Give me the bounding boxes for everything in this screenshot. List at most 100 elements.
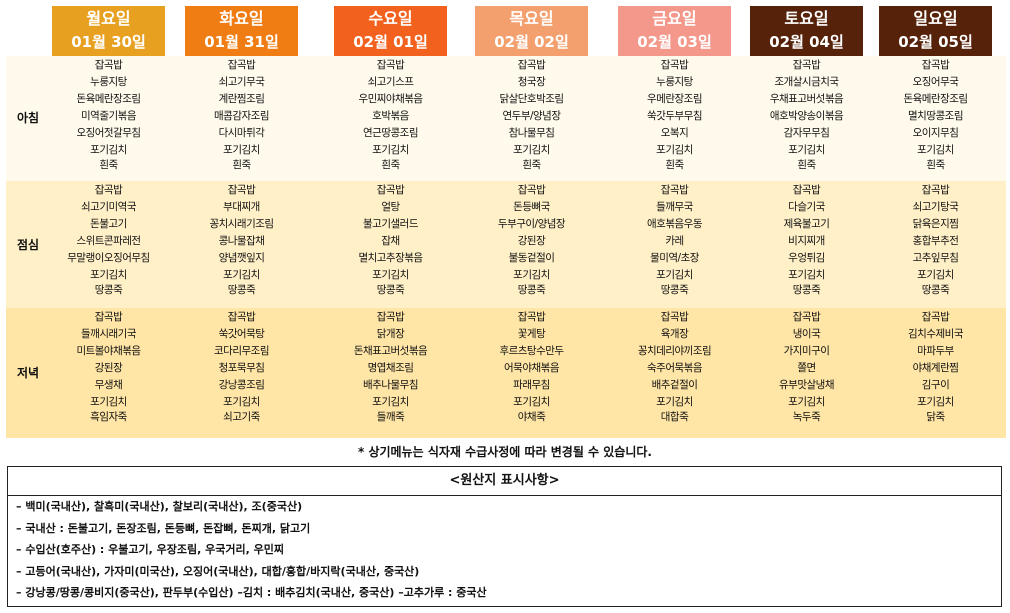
menu-item: 오복지 (660, 127, 689, 139)
menu-item: 돈육메란장조림 (903, 93, 968, 105)
menu-item: 애호박양송이볶음 (769, 110, 844, 122)
menu-item: 잡곡밥 (376, 184, 405, 196)
menu-item: 매콤감자조림 (214, 110, 269, 122)
day-date: 01월 30일 (71, 33, 146, 51)
day-name: 수요일 (368, 9, 413, 28)
menu-item: 흰죽 (381, 159, 400, 171)
menu-item: 누룽지탕 (656, 76, 693, 88)
menu-item: 오이지무침 (912, 127, 959, 139)
menu-item: 유부맛살냉채 (779, 379, 834, 391)
menu-item: 야채죽 (517, 411, 546, 423)
dinner-band (6, 308, 1006, 438)
menu-item: 땅콩죽 (792, 284, 821, 296)
menu-item: 흑임자죽 (90, 411, 127, 423)
menu-item: 포기김치 (656, 269, 693, 281)
menu-item: 들깨죽 (376, 411, 405, 423)
menu-item: 땅콩죽 (94, 284, 123, 296)
menu-item: 제육불고기 (783, 218, 830, 230)
day-name: 일요일 (913, 9, 958, 28)
menu-item: 애호볶음우동 (647, 218, 702, 230)
menu-item: 얼탕 (381, 201, 400, 213)
menu-item: 연근땅콩조림 (363, 127, 418, 139)
menu-item: 홍합부추전 (912, 235, 959, 247)
menu-dinner-thu: 잡곡밥 꽃게탕 후르츠탕수만두 어묵야채볶음 파래무침 포기김치 야채죽 (475, 309, 588, 424)
menu-breakfast-mon: 잡곡밥 누룽지탕 돈육메란장조림 미역줄기볶음 오징어젓갈무침 포기김치 흰죽 (52, 57, 165, 172)
menu-item: 돈육메란장조림 (76, 93, 141, 105)
menu-item: 냉이국 (792, 328, 821, 340)
day-header-sun: 일요일 02월 05일 (879, 6, 992, 56)
menu-breakfast-thu: 잡곡밥 청국장 닭살단호박조림 연두부/양념장 참나물무침 포기김치 흰죽 (475, 57, 588, 172)
menu-item: 쇠고기탕국 (912, 201, 959, 213)
menu-item: 포기김치 (223, 269, 260, 281)
day-header-mon: 월요일 01월 30일 (52, 6, 165, 56)
menu-item: 오징어무국 (912, 76, 959, 88)
menu-item: 잡곡밥 (660, 59, 689, 71)
menu-breakfast-sat: 잡곡밥 조개살시금치국 우채표고버섯볶음 애호박양송이볶음 감자무무침 포기김치 흰죽 (750, 57, 863, 172)
menu-item: 포기김치 (656, 144, 693, 156)
menu-item: 김구이 (921, 379, 950, 391)
menu-lunch-wed: 잡곡밥 얼탕 불고기샐러드 잡채 멸치고추장볶음 포기김치 땅콩죽 (334, 182, 447, 297)
menu-item: 포기김치 (90, 396, 127, 408)
menu-item: 다시마튀각 (218, 127, 265, 139)
menu-item: 우메란장조림 (647, 93, 702, 105)
menu-dinner-sun: 잡곡밥 김치수제비국 마파두부 야채계란찜 김구이 포기김치 닭죽 (879, 309, 992, 424)
menu-item: 코다리무조림 (214, 345, 269, 357)
menu-item: 돈채표고버섯볶음 (353, 345, 428, 357)
menu-dinner-sat: 잡곡밥 냉이국 가지미구이 쫄면 유부맛살냉채 포기김치 녹두죽 (750, 309, 863, 424)
menu-item: 땅콩죽 (517, 284, 546, 296)
menu-item: 청국장 (517, 76, 546, 88)
menu-item: 포기김치 (656, 396, 693, 408)
origin-line: – 백미(국내산), 찰흑미(국내산), 찰보리(국내산), 조(중국산) (16, 500, 303, 513)
menu-item: 포기김치 (90, 269, 127, 281)
menu-item: 멸치땅콩조림 (908, 110, 963, 122)
menu-item: 청포묵무침 (218, 362, 265, 374)
menu-item: 녹두죽 (792, 411, 821, 423)
menu-item: 배추나물무침 (363, 379, 418, 391)
day-date: 02월 03일 (637, 33, 712, 51)
menu-lunch-mon: 잡곡밥 쇠고기미역국 돈불고기 스위트콘파레전 무말랭이오징어무침 포기김치 땅콩죽 (52, 182, 165, 297)
menu-item: 땅콩죽 (921, 284, 950, 296)
menu-item: 잡곡밥 (660, 311, 689, 323)
menu-item: 김치수제비국 (908, 328, 963, 340)
menu-item: 닭죽 (926, 411, 945, 423)
menu-item: 비지찌개 (788, 235, 825, 247)
menu-item: 쑥갓어묵탕 (218, 328, 265, 340)
menu-item: 흰죽 (522, 159, 541, 171)
menu-item: 쇠고기스프 (367, 76, 414, 88)
origin-line: – 강낭콩/땅콩/콩비지(중국산), 판두부(수입산) –김치 : 배추김치(국… (16, 586, 487, 600)
menu-item: 잡곡밥 (517, 184, 546, 196)
menu-item: 계란찜조림 (218, 93, 265, 105)
day-name: 월요일 (86, 9, 131, 28)
menu-item: 강된장 (517, 235, 546, 247)
day-date: 01월 31일 (204, 33, 279, 51)
menu-item: 미트볼야채볶음 (76, 345, 141, 357)
menu-item: 대합죽 (660, 411, 689, 423)
menu-item: 강낭콩조림 (218, 379, 265, 391)
menu-item: 들깨시래기국 (81, 328, 136, 340)
menu-item: 멸치고추장볶음 (358, 252, 423, 264)
menu-item: 후르츠탕수만두 (499, 345, 564, 357)
menu-item: 호박볶음 (372, 110, 409, 122)
menu-item: 우채표고버섯볶음 (769, 93, 844, 105)
menu-item: 쇠고기미역국 (81, 201, 136, 213)
menu-item: 파래무침 (513, 379, 550, 391)
menu-item: 미역줄기볶음 (81, 110, 136, 122)
menu-item: 꽃게탕 (517, 328, 546, 340)
menu-item: 포기김치 (372, 269, 409, 281)
menu-item: 포기김치 (513, 396, 550, 408)
menu-item: 포기김치 (788, 396, 825, 408)
menu-item: 땅콩죽 (227, 284, 256, 296)
meal-label-lunch: 점심 (16, 238, 40, 252)
menu-item: 다슬기국 (788, 201, 825, 213)
day-date: 02월 04일 (769, 33, 844, 51)
menu-lunch-fri: 잡곡밥 들깨무국 애호볶음우동 카레 물미역/초장 포기김치 땅콩죽 (618, 182, 731, 297)
menu-item: 잡곡밥 (94, 184, 123, 196)
breakfast-band (6, 56, 1006, 181)
menu-item: 잡곡밥 (376, 59, 405, 71)
origin-line: – 국내산 : 돈불고기, 돈장조림, 돈등뼈, 돈잡뼈, 돈찌개, 닭고기 (16, 521, 311, 535)
day-date: 02월 01일 (353, 33, 428, 51)
menu-item: 잡곡밥 (792, 59, 821, 71)
menu-item: 닭육은지찜 (912, 218, 959, 230)
menu-item: 닭살단호박조림 (499, 93, 564, 105)
origin-title: <원산지 표시사항> (8, 467, 1001, 496)
